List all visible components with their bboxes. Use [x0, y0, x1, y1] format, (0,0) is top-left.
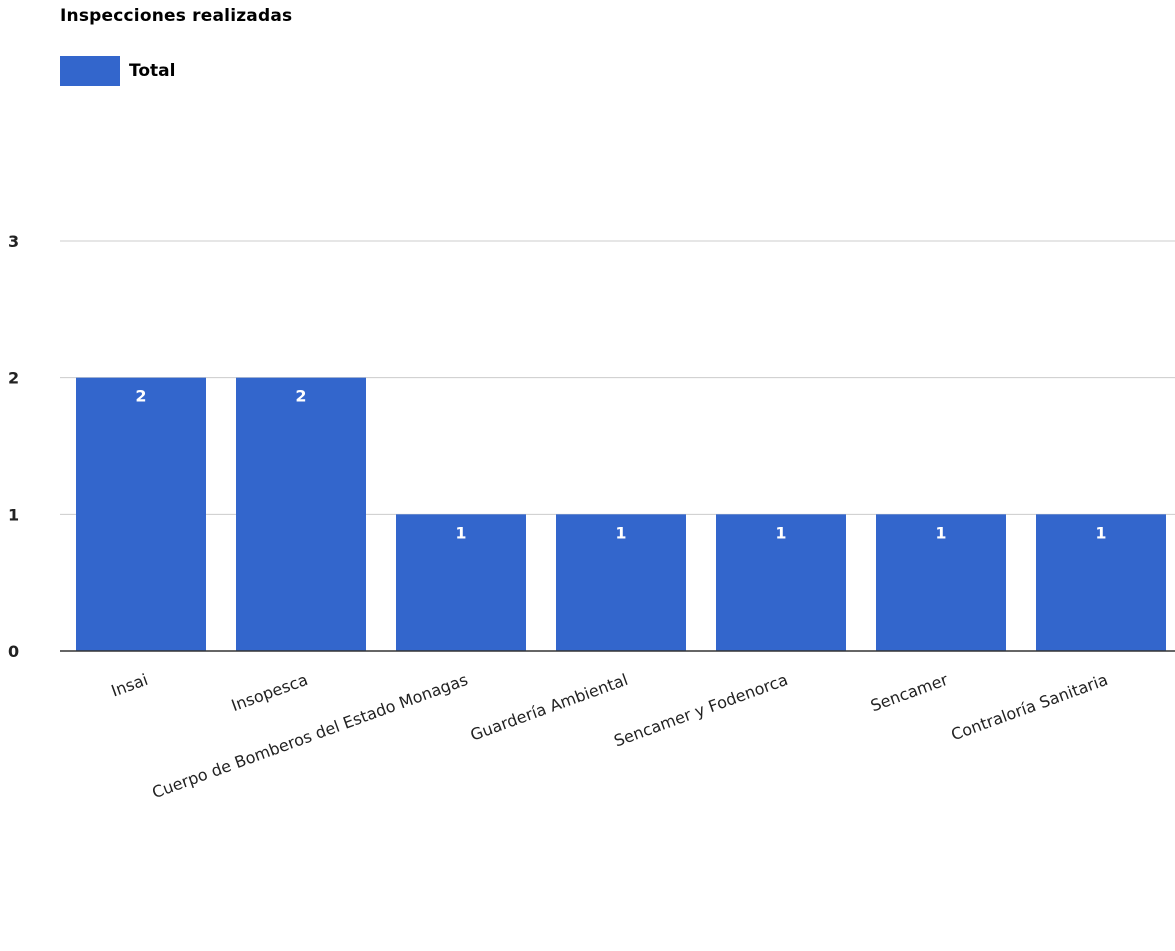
bar — [1036, 514, 1166, 651]
gridlines — [60, 240, 1175, 515]
x-category-label: Sencamer y Fodenorca — [611, 670, 790, 751]
data-label: 1 — [615, 523, 626, 542]
x-category-label: Insai — [109, 670, 151, 701]
x-category-label: Guardería Ambiental — [468, 670, 631, 745]
legend-label: Total — [129, 61, 176, 81]
bar — [716, 514, 846, 651]
bar — [556, 514, 686, 651]
y-tick-label: 0 — [8, 642, 19, 661]
x-category-label: Contraloría Sanitaria — [948, 670, 1110, 744]
x-category-label: Cuerpo de Bomberos del Estado Monagas — [149, 670, 470, 802]
data-label: 1 — [1095, 523, 1106, 542]
data-label: 1 — [775, 523, 786, 542]
data-label: 1 — [935, 523, 946, 542]
chart-title: Inspecciones realizadas — [60, 6, 293, 26]
x-category-label: Insopesca — [229, 670, 311, 715]
bars — [76, 377, 1166, 651]
data-label: 2 — [295, 387, 306, 406]
bar — [236, 377, 366, 651]
data-label: 2 — [135, 387, 146, 406]
legend-swatch — [60, 56, 120, 86]
y-tick-label: 3 — [8, 232, 19, 251]
bar — [396, 514, 526, 651]
y-axis-ticks: 0 1 2 3 — [8, 232, 19, 661]
legend: Total — [60, 56, 175, 86]
y-tick-label: 1 — [8, 505, 19, 524]
data-label: 1 — [455, 523, 466, 542]
bar — [76, 377, 206, 651]
x-category-label: Sencamer — [868, 670, 951, 716]
bar — [876, 514, 1006, 651]
data-labels: 2 2 1 1 1 1 1 — [135, 387, 1106, 543]
y-tick-label: 2 — [8, 369, 19, 388]
